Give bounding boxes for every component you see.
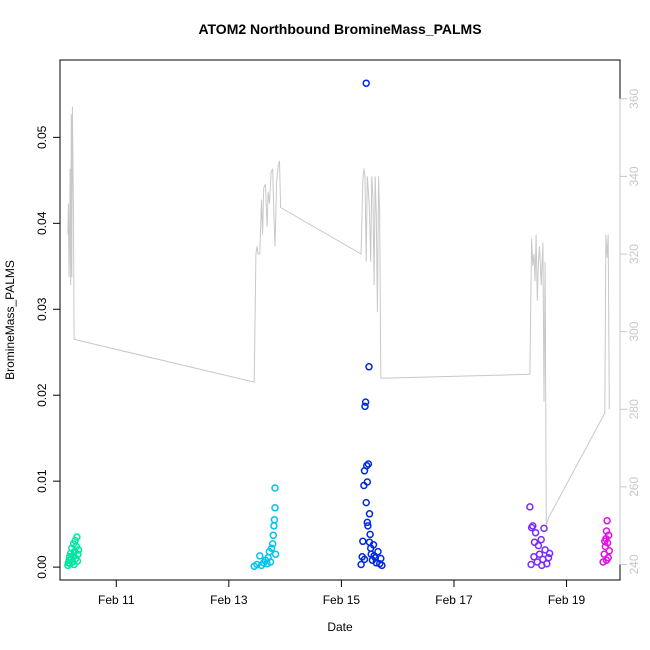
data-point <box>359 537 367 546</box>
x-tick-label: Feb 15 <box>323 593 361 607</box>
y-axis-left: 0.00 0.01 0.02 0.03 0.04 0.05 <box>35 125 61 579</box>
x-axis: Feb 11 Feb 13 Feb 15 Feb 17 Feb 19 <box>98 579 586 607</box>
data-point <box>362 498 370 507</box>
y-right-tick-label: 240 <box>627 554 641 574</box>
x-tick-label: Feb 13 <box>210 593 248 607</box>
data-point <box>603 516 611 525</box>
data-point <box>366 530 374 539</box>
data-point <box>271 504 279 512</box>
y-right-tick-label: 360 <box>627 88 641 108</box>
data-point <box>364 460 373 468</box>
altitude-line <box>67 106 610 526</box>
data-point <box>374 547 382 556</box>
data-point <box>534 541 543 550</box>
data-point <box>370 552 378 560</box>
data-point <box>527 523 536 532</box>
data-point <box>362 461 371 470</box>
data-point <box>364 522 372 530</box>
points-layer <box>64 79 614 570</box>
data-point <box>270 522 278 530</box>
data-point <box>266 558 275 566</box>
data-point <box>541 546 549 554</box>
data-point <box>363 478 372 486</box>
data-point <box>537 535 545 544</box>
data-point <box>74 550 82 558</box>
altitude-line-layer <box>67 106 610 526</box>
y-left-tick-label: 0.03 <box>35 297 49 321</box>
y-left-tick-label: 0.02 <box>35 383 49 407</box>
data-point <box>256 552 264 560</box>
data-point <box>271 550 280 558</box>
y-left-tick-label: 0.05 <box>35 125 49 149</box>
y-right-tick-label: 340 <box>627 166 641 186</box>
data-point <box>361 398 370 406</box>
data-point <box>605 547 614 555</box>
data-point <box>73 533 81 541</box>
y-axis-right: 240 260 280 300 320 340 360 <box>619 88 641 574</box>
data-point <box>363 518 372 527</box>
data-point <box>544 553 553 562</box>
data-point <box>601 537 609 546</box>
data-point <box>526 503 534 511</box>
y-right-tick-label: 320 <box>627 244 641 264</box>
data-point <box>269 531 278 540</box>
data-point <box>74 546 83 554</box>
data-point <box>271 484 279 492</box>
data-point <box>73 557 82 565</box>
data-point <box>360 555 369 564</box>
data-point <box>545 549 554 558</box>
y-left-tick-label: 0.01 <box>35 469 49 493</box>
data-point <box>527 560 535 569</box>
y-axis-label: BromineMass_PALMS <box>3 260 17 380</box>
x-tick-label: Feb 11 <box>98 593 135 607</box>
data-point <box>378 561 386 570</box>
data-point <box>365 538 374 546</box>
data-point <box>362 79 370 87</box>
data-point <box>540 524 548 533</box>
data-point <box>530 538 539 546</box>
plot-frame <box>59 59 621 581</box>
x-tick-label: Feb 17 <box>435 593 473 607</box>
data-point <box>270 516 279 524</box>
data-point <box>602 556 611 564</box>
y-left-tick-label: 0.04 <box>35 211 49 235</box>
data-point <box>361 402 369 411</box>
chart-title: ATOM2 Northbound BromineMass_PALMS <box>198 21 481 37</box>
data-point <box>267 544 276 552</box>
data-point <box>538 561 546 570</box>
y-right-tick-label: 300 <box>627 321 641 341</box>
y-left-tick-label: 0.00 <box>35 555 49 579</box>
data-point <box>604 531 613 540</box>
data-point <box>365 363 373 371</box>
data-point <box>357 560 365 569</box>
y-right-tick-label: 280 <box>627 399 641 419</box>
x-axis-label: Date <box>327 620 353 634</box>
data-point <box>253 560 261 569</box>
data-point <box>268 540 277 548</box>
y-right-tick-label: 260 <box>627 477 641 497</box>
data-point <box>535 550 544 558</box>
data-point <box>365 510 374 518</box>
x-tick-label: Feb 19 <box>548 593 586 607</box>
data-point <box>377 554 385 563</box>
data-point <box>531 528 540 537</box>
